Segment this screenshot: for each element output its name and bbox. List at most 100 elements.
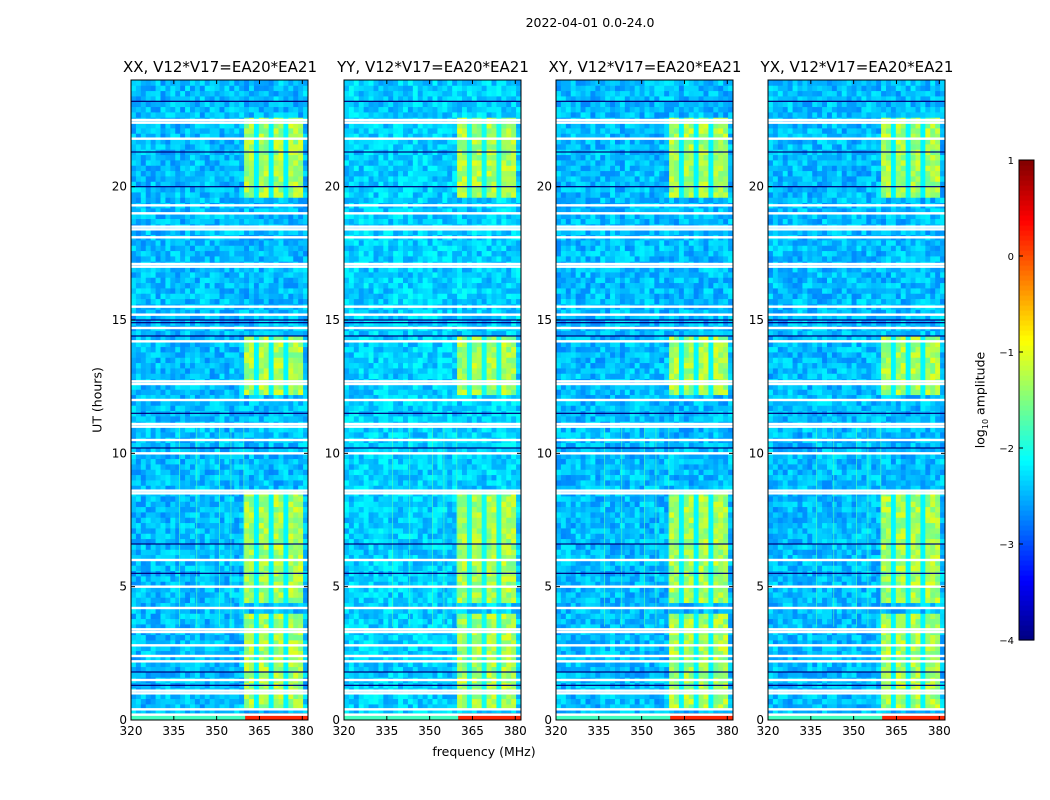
heatmap-cell	[204, 176, 211, 182]
heatmap-cell	[214, 448, 220, 454]
heatmap-cell	[170, 85, 176, 92]
heatmap-cell	[229, 528, 235, 534]
heatmap-cell	[170, 101, 176, 108]
heatmap-cell	[229, 448, 235, 454]
heatmap-cell	[135, 218, 142, 225]
heatmap-cell	[229, 309, 235, 316]
heatmap-cell	[422, 672, 428, 678]
heatmap-cell	[437, 634, 443, 641]
heatmap-cell	[229, 186, 235, 193]
heatmap-cell	[199, 597, 206, 604]
heatmap-cell	[253, 213, 260, 220]
heatmap-cell	[258, 469, 265, 476]
heatmap-cell	[165, 586, 171, 593]
heatmap-cell	[452, 634, 458, 641]
heatmap-cell	[234, 245, 240, 252]
heatmap-cell	[268, 672, 274, 678]
heatmap-cell	[303, 186, 309, 193]
heatmap-cell	[249, 624, 255, 630]
heatmap-cell	[145, 362, 152, 369]
heatmap-cell	[427, 698, 433, 705]
heatmap-cell	[190, 176, 196, 182]
heatmap-cell	[348, 704, 355, 710]
heatmap-cell	[239, 250, 245, 257]
heatmap-cell	[417, 634, 424, 641]
heatmap-cell	[258, 181, 265, 188]
heatmap-cell	[239, 346, 245, 353]
heatmap-cell	[258, 453, 265, 460]
heatmap-cell	[140, 346, 147, 353]
heatmap-cell	[253, 218, 260, 225]
heatmap-cell	[180, 672, 186, 678]
heatmap-cell	[253, 656, 260, 662]
heatmap-cell	[199, 80, 206, 86]
heatmap-cell	[298, 346, 304, 353]
heatmap-cell	[278, 693, 284, 700]
heatmap-cell	[180, 661, 186, 668]
heatmap-cell	[511, 693, 517, 700]
heatmap-cell	[199, 693, 206, 700]
heatmap-cell	[249, 352, 255, 358]
heatmap-cell	[293, 512, 299, 518]
heatmap-cell	[278, 640, 284, 646]
heatmap-cell	[135, 528, 142, 534]
heatmap-cell	[145, 464, 152, 470]
heatmap-cell	[432, 650, 438, 657]
heatmap-cell	[229, 170, 235, 177]
heatmap-cell	[303, 394, 309, 401]
heatmap-cell	[140, 485, 147, 492]
heatmap-cell	[288, 112, 294, 118]
heatmap-cell	[229, 85, 235, 92]
heatmap-cell	[398, 698, 404, 705]
heatmap-cell	[293, 176, 299, 182]
heatmap-cell	[229, 192, 235, 198]
heatmap-cell	[303, 592, 309, 598]
heatmap-cell	[131, 602, 137, 609]
heatmap-cell	[283, 517, 289, 524]
heatmap-cell	[185, 506, 191, 513]
heatmap-cell	[150, 341, 156, 348]
heatmap-cell	[219, 480, 225, 486]
heatmap-cell	[175, 245, 181, 252]
heatmap-cell	[214, 362, 220, 369]
heatmap-cell	[180, 544, 186, 550]
heatmap-cell	[170, 330, 176, 337]
heatmap-cell	[214, 442, 220, 449]
heatmap-cell	[224, 597, 230, 604]
heatmap-cell	[298, 581, 304, 588]
heatmap-cell	[145, 229, 152, 236]
heatmap-cell	[204, 549, 211, 556]
heatmap-cell	[278, 544, 284, 550]
heatmap-cell	[131, 346, 137, 353]
heatmap-cell	[209, 389, 215, 396]
heatmap-cell	[249, 474, 255, 481]
heatmap-cell	[278, 192, 284, 198]
heatmap-cell	[253, 448, 260, 454]
heatmap-cell	[165, 608, 171, 614]
heatmap-cell	[288, 640, 294, 646]
heatmap-cell	[403, 645, 409, 652]
heatmap-cell	[190, 704, 196, 710]
heatmap-cell	[258, 138, 265, 145]
heatmap-cell	[219, 565, 225, 572]
heatmap-cell	[268, 405, 274, 412]
heatmap-cell	[194, 661, 201, 668]
heatmap-cell	[224, 538, 230, 545]
heatmap-cell	[249, 432, 255, 438]
heatmap-cell	[244, 341, 250, 348]
heatmap-cell	[253, 592, 260, 598]
heatmap-cell	[398, 634, 404, 641]
heatmap-cell	[249, 416, 255, 422]
heatmap-cell	[234, 634, 240, 641]
heatmap-cell	[190, 528, 196, 534]
heatmap-cell	[224, 208, 230, 214]
heatmap-cell	[268, 362, 274, 369]
heatmap-cell	[155, 469, 161, 476]
heatmap-cell	[199, 368, 206, 374]
heatmap-cell	[224, 154, 230, 161]
heatmap-cell	[180, 618, 186, 625]
heatmap-cell	[249, 656, 255, 662]
heatmap-cell	[160, 426, 166, 433]
heatmap-cell	[273, 533, 279, 540]
heatmap-cell	[249, 645, 255, 652]
